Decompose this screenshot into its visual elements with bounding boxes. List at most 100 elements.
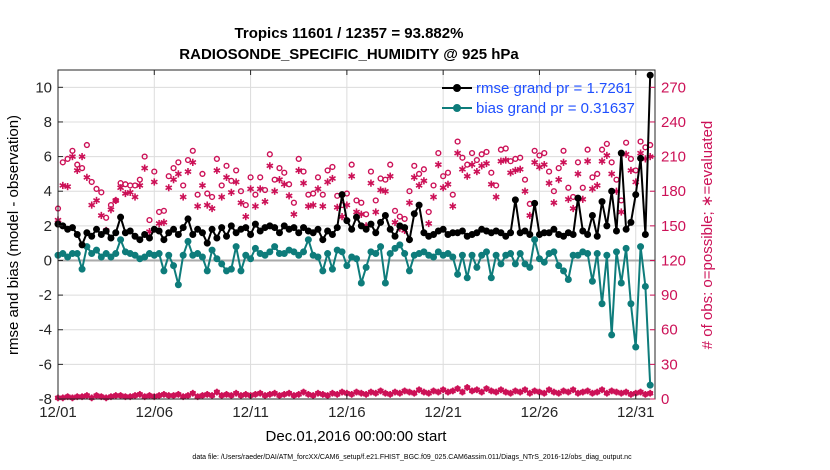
rmse-point — [646, 71, 654, 79]
rmse-point — [521, 227, 529, 235]
obs-possible-marker — [93, 185, 100, 193]
obs-evaluated-marker — [309, 201, 317, 209]
obs-evaluated-marker — [608, 170, 616, 178]
rmse-point — [372, 229, 380, 237]
data-file-footnote: data file: /Users/raeder/DAI/ATM_forcXX/… — [192, 454, 632, 461]
rmse-point — [242, 224, 250, 232]
bias-point — [227, 265, 235, 273]
y-left-tick-label: 0 — [44, 252, 52, 269]
obs-possible-marker — [363, 211, 370, 218]
bias-point — [141, 253, 149, 261]
rmse-point — [155, 227, 163, 235]
y-left-tick-label: -8 — [39, 391, 52, 408]
rmse-point — [608, 187, 616, 195]
obs-possible-marker — [483, 148, 490, 156]
bias-point — [194, 250, 202, 258]
rmse-point — [314, 225, 322, 233]
obs-evaluated-marker — [117, 184, 125, 192]
obs-possible-marker — [300, 168, 307, 175]
obs-possible-marker — [266, 151, 273, 158]
rmse-point — [458, 227, 466, 235]
bias-point — [261, 251, 269, 259]
bias-point — [107, 253, 115, 261]
bias-line — [57, 238, 652, 386]
bias-point — [627, 300, 635, 308]
obs-possible-marker — [285, 181, 293, 188]
rmse-point — [401, 224, 409, 232]
obs-evaluated-marker — [222, 173, 231, 181]
rmse-point — [68, 224, 76, 232]
obs-evaluated-marker — [386, 172, 394, 180]
rmse-point — [300, 224, 308, 232]
rmse-point — [126, 227, 134, 235]
bias-point — [608, 331, 616, 339]
obs-evaluated-marker — [348, 172, 356, 180]
x-tick-label: 12/01 — [39, 404, 77, 421]
bias-point — [362, 263, 370, 271]
obs-evaluated-marker — [569, 386, 577, 394]
bias-point — [468, 251, 476, 259]
bias-point — [102, 250, 110, 258]
obs-evaluated-marker — [598, 386, 606, 394]
bias-point — [420, 248, 428, 256]
obs-evaluated-marker — [468, 161, 476, 169]
obs-possible-marker — [560, 147, 567, 154]
obs-possible-marker — [541, 150, 548, 157]
rmse-point — [333, 224, 341, 232]
bias-point — [304, 236, 312, 244]
obs-evaluated-marker — [584, 157, 592, 165]
bias-point — [295, 251, 303, 259]
bias-point — [458, 251, 466, 259]
obs-evaluated-marker — [290, 210, 298, 218]
x-tick-label: 12/16 — [328, 404, 366, 421]
rmse-point — [405, 236, 413, 244]
bias-point — [372, 250, 380, 258]
obs-evaluated-marker — [454, 385, 461, 393]
rmse-point — [420, 229, 428, 237]
obs-evaluated-marker — [271, 187, 279, 195]
bias-point — [117, 236, 125, 244]
bias-point — [405, 267, 413, 275]
legend-marker-rmse — [453, 84, 461, 92]
rmse-point — [78, 241, 86, 249]
y-left-tick-label: -6 — [39, 356, 52, 373]
obs-evaluated-marker — [603, 151, 611, 160]
rmse-point — [348, 225, 356, 233]
rmse-point — [545, 229, 553, 237]
obs-evaluated-marker — [449, 202, 457, 210]
bias-point — [560, 267, 568, 275]
obs-possible-marker — [618, 197, 625, 204]
bias-point — [203, 267, 211, 275]
bias-series — [54, 236, 654, 389]
obs-possible-marker — [589, 174, 596, 181]
bias-point — [213, 255, 221, 263]
rmse-point — [550, 225, 558, 233]
obs-possible-marker — [627, 155, 635, 162]
bias-point — [521, 260, 529, 268]
obs-possible-marker — [247, 174, 254, 181]
obs-possible-marker — [78, 165, 86, 172]
obs-evaluated-marker — [410, 389, 418, 397]
rmse-point — [386, 225, 394, 233]
bias-point — [59, 250, 67, 258]
bias-point — [516, 250, 524, 258]
obs-possible-marker — [613, 176, 620, 183]
rmse-point — [353, 213, 360, 221]
obs-evaluated-marker — [410, 173, 418, 181]
bias-point — [73, 250, 81, 258]
obs-possible-marker — [175, 159, 182, 166]
obs-possible-marker — [204, 190, 211, 197]
rmse-point — [275, 229, 283, 237]
legend-marker-bias — [453, 104, 461, 112]
y-right-tick-label: 30 — [661, 356, 678, 373]
obs-evaluated-marker — [463, 172, 471, 180]
obs-possible-marker — [208, 193, 216, 201]
rmse-point — [223, 232, 231, 240]
rmse-point — [324, 227, 332, 235]
bias-point — [526, 263, 534, 271]
rmse-point — [165, 229, 173, 237]
rmse-point — [569, 231, 577, 238]
bias-point — [444, 250, 452, 258]
obs-possible-marker — [213, 155, 220, 162]
obs-possible-marker — [440, 173, 447, 180]
